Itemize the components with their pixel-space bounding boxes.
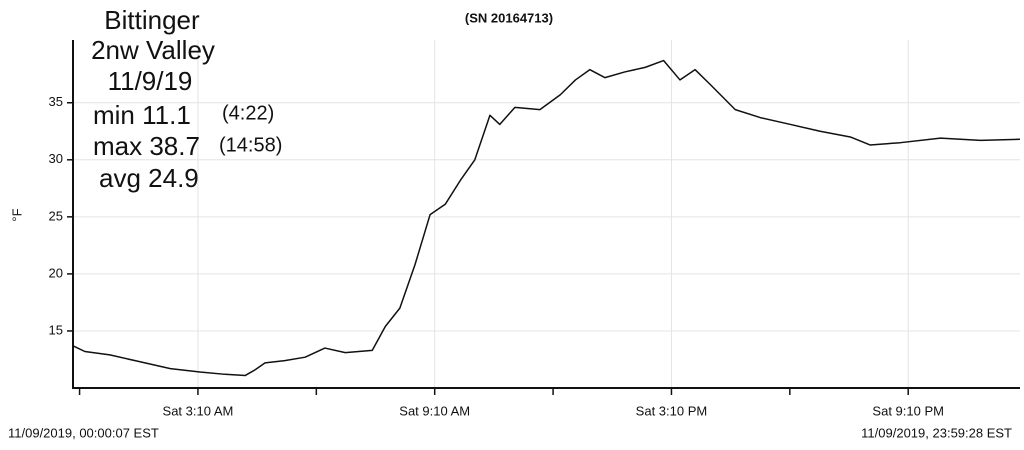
annotation: 2nw Valley [91, 35, 215, 65]
x-tick-label: Sat 9:10 PM [872, 403, 944, 418]
annotations: Bittinger 2nw Valley 11/9/19 min 11.1 (4… [91, 5, 282, 193]
y-axis-label: °F [9, 208, 24, 221]
y-tick-label: 25 [49, 208, 63, 223]
annotation: max 38.7 [93, 131, 200, 161]
annotation: min 11.1 [93, 100, 191, 130]
start-time: 11/09/2019, 00:00:07 EST [8, 425, 159, 440]
end-time: 11/09/2019, 23:59:28 EST [861, 425, 1012, 440]
annotation: (4:22) [222, 102, 274, 124]
y-tick-label: 35 [49, 94, 63, 109]
y-tick-label: 20 [49, 265, 63, 280]
x-tick-label: Sat 9:10 AM [399, 403, 470, 418]
y-tick-label: 30 [49, 151, 63, 166]
plot-area: 15 20 25 30 35 Sat 3:10 AM Sat 9:10 AM Sat 3:10… [49, 40, 1021, 418]
temperature-line [72, 59, 1021, 377]
annotation: Bittinger [104, 5, 200, 35]
y-tick-label: 15 [49, 322, 63, 337]
x-tick-label: Sat 3:10 AM [163, 403, 234, 418]
chart-title: (SN 20164713) [465, 10, 553, 25]
x-tick-label: Sat 3:10 PM [636, 403, 708, 418]
annotation: (14:58) [219, 134, 282, 156]
annotation: 11/9/19 [108, 66, 193, 96]
annotation: avg 24.9 [99, 163, 199, 193]
